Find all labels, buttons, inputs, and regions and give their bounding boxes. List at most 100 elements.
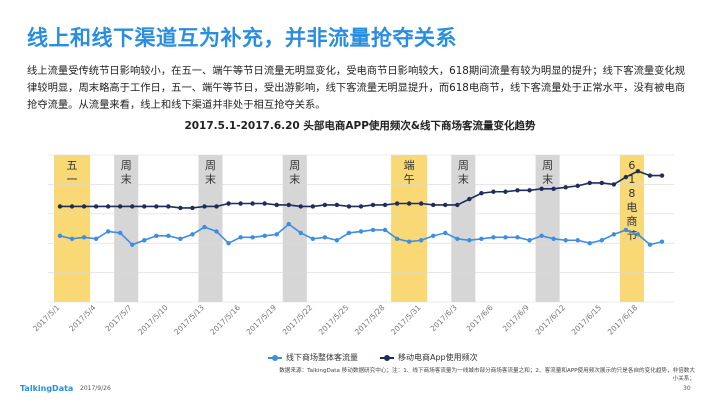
series-0-point — [81, 235, 87, 240]
series-0-point — [635, 232, 641, 237]
highlight-band-1 — [114, 155, 139, 302]
x-tick-label: 2017/6/6 — [465, 303, 495, 333]
highlight-label-0: 五一 — [67, 159, 78, 186]
series-1-point — [659, 173, 665, 178]
legend-swatch-offline — [268, 354, 282, 362]
series-0-point — [382, 227, 388, 233]
page-description: 线上流量受传统节日影响较小，在五一、端午等节日流量无明显变化，受电商节日影响较大… — [27, 65, 686, 111]
series-0-point — [358, 229, 364, 234]
series-1-point — [334, 202, 340, 208]
series-1-point — [286, 202, 291, 208]
series-line-0 — [59, 223, 663, 246]
series-1-point — [310, 204, 316, 209]
series-1-point — [190, 205, 195, 211]
x-tick-label: 2017/5/16 — [208, 303, 242, 337]
x-tick-label: 2017/5/7 — [103, 303, 133, 333]
legend-item-offline[interactable]: 线下商场整体客流量 — [268, 352, 358, 363]
series-1-point — [298, 204, 303, 209]
x-tick-label: 2017/5/13 — [172, 303, 206, 337]
series-1-point — [431, 202, 436, 208]
series-0-point — [491, 235, 496, 240]
highlight-label-7: 6 1 8 电商节 — [626, 159, 637, 242]
series-0-point — [105, 229, 111, 234]
x-tick-labels: 2017/5/1 2017/5/4 2017/5/7 2017/5/10 2017/5/… — [31, 303, 639, 337]
series-0-point — [527, 238, 532, 243]
legend-swatch-online — [380, 354, 394, 362]
series-0-point — [551, 236, 556, 241]
highlight-label-2: 周末 — [205, 159, 216, 186]
series-1-point — [81, 204, 87, 209]
series-0-point — [274, 232, 279, 237]
series-1-point — [563, 185, 568, 190]
highlight-band-0 — [53, 155, 91, 302]
series-1-point — [69, 204, 75, 209]
series-1-point — [491, 189, 496, 194]
series-1-point — [382, 202, 388, 208]
series-1-point — [527, 188, 532, 193]
series-1-point — [166, 204, 171, 209]
series-0-point — [406, 239, 412, 244]
data-source-note: 数据来源：TalkingData 移动数据研究中心；注：1、线下商场客流量为一线… — [279, 368, 695, 382]
highlight-band-7 — [619, 155, 644, 302]
x-tick-label: 2017/6/18 — [606, 303, 640, 337]
series-1-point — [57, 204, 63, 209]
series-0-point — [623, 227, 629, 233]
highlight-label-4: 端午 — [404, 159, 415, 186]
legend-item-online[interactable]: 移动电商App使用频次 — [380, 352, 478, 363]
series-1-point — [178, 205, 183, 211]
series-1-point — [322, 202, 328, 208]
x-tick-label: 2017/5/4 — [67, 303, 97, 333]
series-0-point — [419, 238, 424, 243]
series-1-point — [105, 204, 111, 209]
series-line-1 — [60, 170, 662, 209]
x-tick-label: 2017/6/15 — [570, 303, 604, 337]
series-0-point — [346, 230, 352, 236]
x-tick-label: 2017/5/31 — [389, 303, 423, 337]
series-0-point — [334, 238, 340, 243]
series-1-point — [274, 202, 279, 208]
series-0-point — [467, 238, 472, 243]
series-0-point — [431, 233, 436, 239]
footer-date: 2017/9/26 — [80, 385, 111, 392]
series-1-point — [93, 204, 99, 209]
series-1-point — [575, 183, 580, 189]
x-tick-label: 2017/5/10 — [136, 303, 170, 337]
series-1-point — [406, 201, 412, 206]
x-tick-label: 2017/6/12 — [534, 303, 568, 337]
series-1-point — [539, 186, 544, 192]
series-1-point — [394, 201, 400, 206]
series-0-point — [57, 233, 63, 239]
series-1-point — [623, 174, 629, 180]
series-0-point — [310, 236, 316, 241]
talkingdata-logo: TalkingData — [20, 384, 74, 393]
series-points — [57, 168, 665, 247]
highlight-bands — [53, 155, 644, 302]
series-1-point — [346, 204, 352, 209]
series-1-point — [142, 204, 147, 209]
highlight-label-1: 周末 — [121, 159, 132, 186]
series-0-point — [142, 238, 147, 243]
series-0-point — [286, 221, 291, 227]
page-title: 线上和线下渠道互为补充，并非流量抢夺关系 — [27, 26, 457, 50]
series-0-point — [250, 235, 255, 240]
series-1-point — [118, 204, 123, 209]
series-0-point — [647, 242, 653, 247]
series-0-point — [443, 230, 448, 236]
series-0-point — [178, 236, 183, 241]
series-1-point — [130, 204, 135, 209]
series-0-point — [130, 242, 135, 247]
series-1-point — [503, 189, 508, 194]
series-0-point — [118, 230, 123, 236]
series-1-point — [250, 201, 255, 206]
series-1-point — [455, 202, 460, 208]
chart-legend: 线下商场整体客流量 移动电商App使用频次 — [268, 352, 478, 363]
series-0-point — [599, 238, 604, 243]
series-0-point — [322, 235, 328, 240]
series-1-point — [551, 186, 556, 192]
series-1-point — [587, 180, 592, 186]
series-0-point — [370, 227, 376, 233]
page-number: 30 — [683, 385, 691, 392]
series-0-point — [563, 238, 568, 243]
series-1-point — [515, 188, 520, 193]
